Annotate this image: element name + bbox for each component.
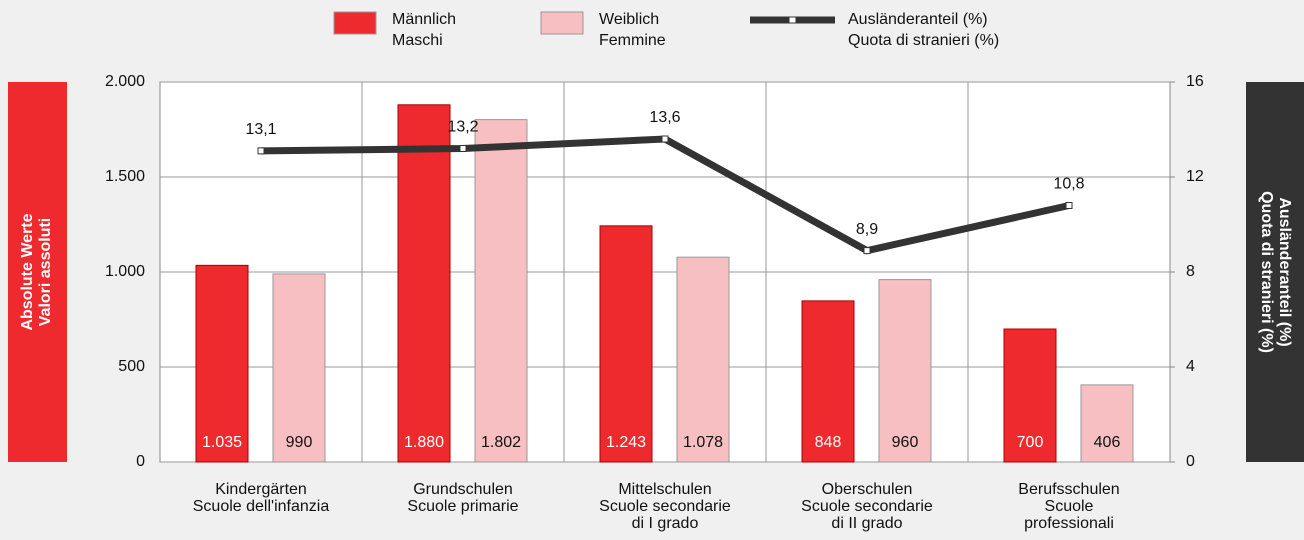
- x-tick-label: professionali: [1024, 515, 1114, 532]
- y2-tick-label: 12: [1186, 168, 1204, 185]
- legend-label: Maschi: [392, 32, 443, 49]
- x-tick-label: Mittelschulen: [618, 481, 711, 498]
- data-label: 13,2: [447, 119, 478, 136]
- data-label: 13,1: [245, 121, 276, 138]
- data-label: 406: [1094, 434, 1121, 451]
- data-label: 990: [286, 434, 313, 451]
- x-tick-label: di II grado: [831, 515, 902, 532]
- x-tick-label: Scuole secondarie: [599, 498, 731, 515]
- legend-label: Weiblich: [599, 11, 659, 28]
- legend-label: Männlich: [392, 11, 456, 28]
- data-label: 10,8: [1053, 176, 1084, 193]
- bar: [1080, 384, 1134, 463]
- y-axis-title-line: Valori assoluti: [37, 218, 54, 326]
- x-tick-label: Scuole secondarie: [801, 498, 933, 515]
- y-tick-label: 0: [136, 453, 145, 470]
- legend-label: Femmine: [599, 32, 666, 49]
- legend-marker: [788, 16, 797, 24]
- y-axis-box: [8, 82, 67, 462]
- bar: [676, 256, 730, 463]
- data-label: 1.243: [606, 434, 646, 451]
- x-tick-label: Kindergärten: [215, 481, 307, 498]
- line-marker: [661, 135, 669, 143]
- x-tick-label: Berufsschulen: [1018, 481, 1119, 498]
- y2-axis-title-line: Ausländeranteil (%): [1276, 197, 1293, 346]
- x-tick-label: Scuole: [1045, 498, 1094, 515]
- data-label: 8,9: [856, 221, 878, 238]
- y2-tick-label: 4: [1186, 358, 1195, 375]
- data-label: 960: [892, 434, 919, 451]
- legend-swatch: [540, 11, 584, 35]
- y2-axis-title-line: Quota di stranieri (%): [1258, 191, 1275, 353]
- y2-tick-label: 16: [1186, 73, 1204, 90]
- bar: [801, 300, 855, 463]
- y-tick-label: 1.500: [105, 168, 145, 185]
- y-axis-title-line: Absolute Werte: [19, 213, 36, 330]
- x-tick-label: Oberschulen: [822, 481, 913, 498]
- y2-axis-title: Ausländeranteil (%) Quota di stranieri (…: [1258, 191, 1293, 353]
- y2-axis-box: [1246, 82, 1304, 462]
- y2-tick-label: 0: [1186, 453, 1195, 470]
- data-label: 1.880: [404, 434, 444, 451]
- legend-swatch: [333, 11, 377, 35]
- x-tick-label: Grundschulen: [413, 481, 513, 498]
- data-label: 700: [1017, 434, 1044, 451]
- y-tick-label: 2.000: [105, 73, 145, 90]
- bar: [599, 225, 653, 463]
- bar: [474, 119, 528, 463]
- data-label: 1.802: [481, 434, 521, 451]
- data-label: 13,6: [649, 109, 680, 126]
- line-marker: [863, 247, 871, 255]
- legend-label: Ausländeranteil (%): [848, 11, 988, 28]
- line-marker: [257, 147, 265, 155]
- y-axis-title: Absolute Werte Valori assoluti: [19, 213, 54, 330]
- x-tick-label: di I grado: [632, 515, 699, 532]
- bar: [397, 104, 451, 463]
- data-label: 1.035: [202, 434, 242, 451]
- y-tick-label: 500: [118, 358, 145, 375]
- x-tick-label: Scuole dell'infanzia: [193, 498, 330, 515]
- x-tick-label: Scuole primarie: [407, 498, 518, 515]
- data-label: 1.078: [683, 434, 723, 451]
- bar: [195, 264, 249, 463]
- line-marker: [459, 145, 467, 152]
- bar: [272, 273, 326, 463]
- line-marker: [1065, 202, 1073, 209]
- bar: [878, 279, 932, 463]
- legend-label: Quota di stranieri (%): [848, 32, 999, 49]
- y-tick-label: 1.000: [105, 263, 145, 280]
- bar: [1003, 328, 1057, 463]
- data-label: 848: [815, 434, 842, 451]
- y2-tick-label: 8: [1186, 263, 1195, 280]
